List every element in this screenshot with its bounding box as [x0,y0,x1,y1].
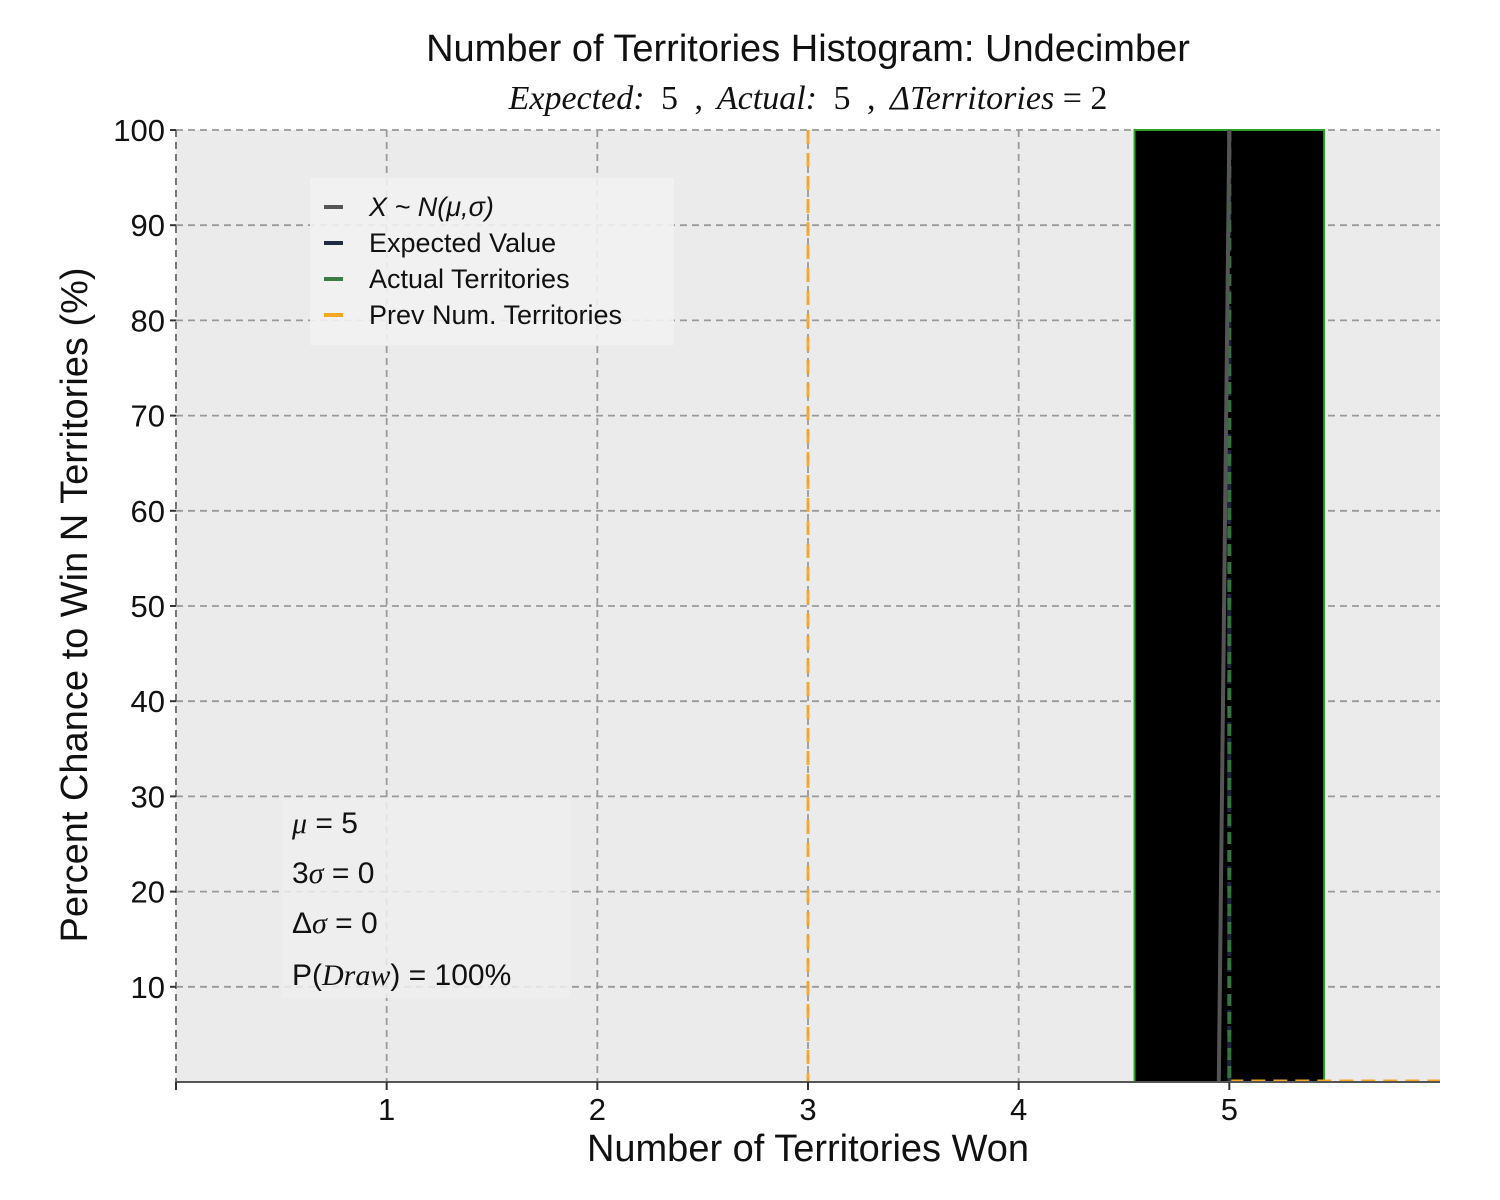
subtitle-expected-label: Expected: [508,80,645,117]
normal-distribution-curve [1216,129,1232,1083]
stats-mu-value: 5 [341,807,358,840]
legend-label-2: Actual Territories [369,264,570,294]
stats-three-sigma: 3σ = 0 [292,857,374,890]
x-tick-label-4: 4 [1010,1092,1027,1127]
stats-delta-sigma: Δσ = 0 [292,907,378,940]
x-tick-label-1: 1 [378,1092,395,1127]
legend: X ~ N(μ,σ) Expected Value Actual Territori… [310,178,674,345]
y-tick-label-50: 50 [131,589,165,624]
stats-mu: μ = 5 [291,807,358,840]
legend-label-1: Expected Value [369,228,556,258]
y-tick-label-70: 70 [131,399,165,434]
chart-subtitle: Expected: 5 , Actual: 5 , ΔTerritories =… [508,80,1108,117]
stats-delta-sigma-value: 0 [361,907,378,940]
subtitle-actual-label: Actual: [715,80,817,117]
y-tick-label-80: 80 [131,303,165,338]
chart-title: Number of Territories Histogram: Undecim… [426,28,1190,70]
x-tick-label-2: 2 [589,1092,606,1127]
subtitle-delta-value: = 2 [1063,80,1108,117]
stats-box: μ = 5 3σ = 0 Δσ = 0 P(Draw) = 100% [282,798,570,998]
subtitle-expected-value: 5 [661,80,678,117]
x-tick-label-3: 3 [799,1092,816,1127]
legend-label-3: Prev Num. Territories [369,300,622,330]
stats-background [282,798,570,998]
y-tick-label-20: 20 [131,875,165,910]
y-tick-label-60: 60 [131,494,165,529]
legend-box [310,178,674,345]
y-tick-label-30: 30 [131,779,165,814]
stats-p-draw-value: 100% [435,959,512,992]
stats-three-sigma-value: 0 [358,857,375,890]
y-tick-label-90: 90 [131,208,165,243]
legend-label-0: X ~ N(μ,σ) [368,192,494,222]
subtitle-actual-value: 5 [833,80,850,117]
y-tick-label-40: 40 [131,684,165,719]
y-tick-label-100: 100 [113,113,165,148]
x-tick-label-5: 5 [1221,1092,1238,1127]
stats-p-draw: P(Draw) = 100% [292,959,511,992]
y-tick-label-10: 10 [131,970,165,1005]
subtitle-delta-label: ΔTerritories [888,80,1054,117]
subtitle-separator-2: , [867,80,876,117]
y-axis-label: Percent Chance to Win N Territories (%) [54,267,96,942]
subtitle-separator-1: , [695,80,704,117]
x-axis-label: Number of Territories Won [587,1128,1029,1170]
